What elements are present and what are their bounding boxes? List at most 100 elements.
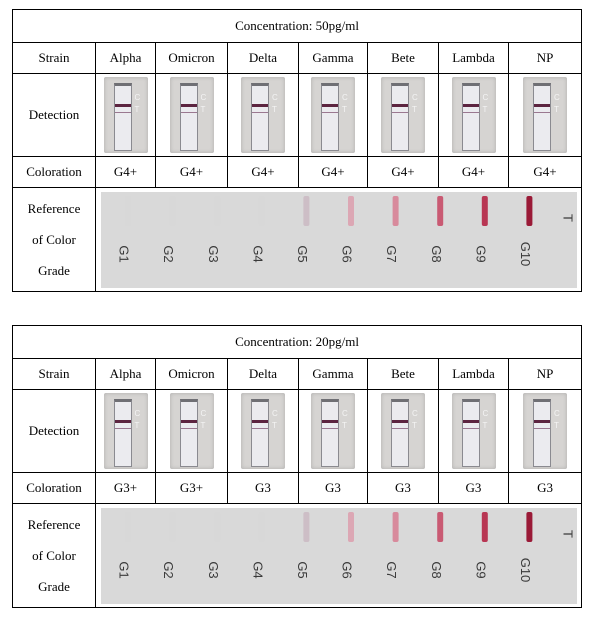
grade-label: G9	[473, 561, 488, 578]
result-window	[391, 83, 409, 151]
coloration-value: G3+	[155, 472, 228, 504]
control-line	[114, 104, 131, 107]
grade-label: G3	[205, 245, 220, 262]
test-line	[322, 112, 338, 113]
control-line	[252, 104, 268, 107]
strip-background	[100, 507, 577, 604]
strain-header: Lambda	[438, 42, 509, 74]
grade-label: G3	[205, 561, 220, 578]
result-window	[113, 83, 132, 151]
test-line	[252, 112, 268, 113]
strain-header: Bete	[367, 42, 439, 74]
result-window	[113, 399, 132, 467]
grade-label: G8	[428, 561, 443, 578]
control-mark: C	[412, 93, 418, 102]
grade-label: G5	[295, 561, 310, 578]
reference-label-line: Grade	[38, 263, 70, 278]
grade-band-g7	[392, 511, 399, 542]
grade-band-g2	[169, 511, 176, 542]
test-line	[114, 112, 131, 113]
strain-label: Strain	[12, 42, 96, 74]
grade-label: G6	[339, 561, 354, 578]
control-mark: C	[554, 409, 560, 418]
control-mark: C	[342, 409, 348, 418]
grade-label: G1	[116, 245, 131, 262]
control-line	[252, 420, 268, 423]
strain-header: Gamma	[298, 358, 368, 390]
coloration-value: G3	[507, 472, 583, 504]
coloration-value: G4+	[298, 156, 368, 188]
grade-band-g2	[169, 195, 176, 226]
control-mark: C	[134, 93, 141, 102]
control-line	[392, 104, 408, 107]
strain-header: NP	[507, 42, 583, 74]
result-window	[533, 399, 552, 467]
grade-band-g6	[347, 511, 354, 542]
result-window	[179, 399, 198, 467]
test-mark: T	[554, 421, 559, 430]
grade-band-g4	[258, 511, 265, 542]
grade-label: G5	[295, 245, 310, 262]
control-line	[462, 104, 479, 107]
coloration-value: G3	[367, 472, 439, 504]
grade-band-g9	[481, 511, 488, 542]
grade-label: G7	[384, 561, 399, 578]
grade-label: G10	[518, 241, 533, 266]
control-line	[392, 420, 408, 423]
reference-label-line: of Color	[32, 232, 76, 247]
coloration-value: G3+	[95, 472, 156, 504]
coloration-value: G4+	[367, 156, 439, 188]
strain-header: Delta	[227, 358, 299, 390]
result-window	[391, 399, 409, 467]
test-line	[392, 428, 408, 429]
color-grade-cell: G1 G2 G3 G4 G5 G6 G7 G8 G9 G10 T	[94, 187, 583, 292]
coloration-value: G4+	[227, 156, 299, 188]
grade-band-g3	[213, 511, 220, 542]
coloration-value: G3	[298, 472, 368, 504]
table-20pg: Concentration: 20pg/ml Strain Alpha Omic…	[11, 325, 583, 608]
grade-label: G4	[250, 245, 265, 262]
strain-header: Omicron	[155, 42, 228, 74]
result-window	[461, 83, 480, 151]
reference-label-line: Grade	[38, 579, 70, 594]
strain-row: Strain Alpha Omicron Delta Gamma Bete La…	[12, 42, 583, 74]
control-line	[114, 420, 131, 423]
color-grade-svg: G1 G2 G3 G4 G5 G6 G7 G8 G9 G10 T	[100, 191, 577, 288]
test-mark: T	[554, 105, 559, 114]
color-grade-cell: G1 G2 G3 G4 G5 G6 G7 G8 G9 G10 T	[94, 503, 583, 608]
strain-header: Alpha	[95, 42, 156, 74]
grade-band-g8	[436, 195, 443, 226]
test-mark: T	[482, 421, 488, 430]
control-line	[322, 420, 338, 423]
coloration-value: G4+	[438, 156, 509, 188]
grade-label: G4	[250, 561, 265, 578]
color-grade-strip: G1 G2 G3 G4 G5 G6 G7 G8 G9 G10 T	[100, 191, 577, 288]
control-line	[462, 420, 479, 423]
table-50pg: Concentration: 50pg/ml Strain Alpha Omic…	[11, 9, 583, 292]
control-mark: C	[272, 93, 278, 102]
grade-band-g6	[347, 195, 354, 226]
test-line	[392, 112, 408, 113]
control-line	[180, 420, 197, 423]
detection-label: Detection	[12, 73, 96, 157]
coloration-value: G4+	[155, 156, 228, 188]
strain-header: NP	[507, 358, 583, 390]
control-mark: C	[342, 93, 348, 102]
grade-label: G9	[473, 245, 488, 262]
grade-label: G7	[384, 245, 399, 262]
color-grade-svg: G1 G2 G3 G4 G5 G6 G7 G8 G9 G10 T	[100, 507, 577, 604]
